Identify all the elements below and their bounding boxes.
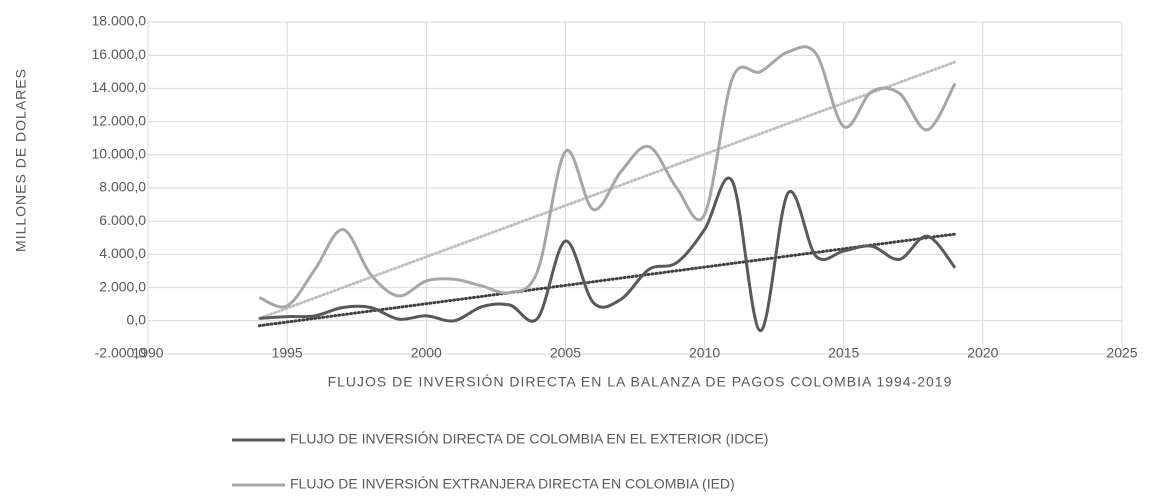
y-tick-label: -2.000,0	[95, 345, 147, 361]
x-tick-label: 2025	[1106, 345, 1137, 361]
y-tick-label: 2.000,0	[99, 278, 146, 294]
x-tick-label: 1990	[132, 345, 163, 361]
legend-label: FLUJO DE INVERSIÓN DIRECTA DE COLOMBIA E…	[290, 431, 768, 447]
y-tick-label: 12.000,0	[92, 112, 147, 128]
y-tick-label: 14.000,0	[92, 79, 147, 95]
series-line	[259, 176, 957, 333]
y-tick-label: 8.000,0	[99, 179, 146, 195]
x-tick-label: 2005	[550, 345, 581, 361]
y-tick-label: 10.000,0	[92, 146, 147, 162]
y-axis-title: MILLONES DE DOLARES	[13, 68, 29, 252]
y-tick-label: 18.000,0	[92, 13, 147, 29]
x-tick-label: 2015	[828, 345, 859, 361]
x-axis-title: FLUJOS DE INVERSIÓN DIRECTA EN LA BALANZ…	[328, 374, 953, 390]
trendline	[257, 60, 957, 320]
x-tick-label: 2010	[689, 345, 720, 361]
y-tick-label: 16.000,0	[92, 46, 147, 62]
x-tick-label: 1995	[272, 345, 303, 361]
series-line	[258, 45, 957, 309]
x-tick-label: 2000	[411, 345, 442, 361]
y-tick-label: 6.000,0	[99, 212, 146, 228]
x-tick-label: 2020	[967, 345, 998, 361]
y-tick-label: 4.000,0	[99, 245, 146, 261]
legend-label: FLUJO DE INVERSIÓN EXTRANJERA DIRECTA EN…	[290, 476, 735, 492]
y-tick-label: 0,0	[127, 312, 147, 328]
